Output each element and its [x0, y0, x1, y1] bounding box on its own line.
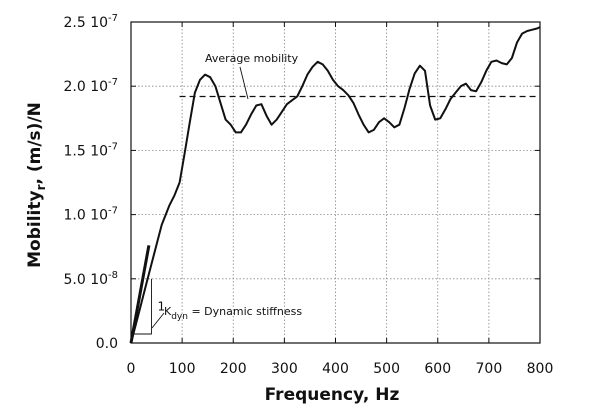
y-tick-label: 2.0 10-7 [63, 77, 118, 95]
y-tick-label: 2.5 10-7 [63, 13, 118, 31]
y-axis-title-main: Mobility [25, 190, 45, 267]
kdyn-label: Kdyn = Dynamic stiffness [164, 305, 302, 322]
y-tick-exponent: -7 [108, 77, 118, 88]
kdyn-main: K [164, 305, 172, 318]
x-tick-label: 800 [527, 361, 554, 377]
kdyn-rest: = Dynamic stiffness [188, 305, 302, 318]
y-tick-labels: 0.05.0 10-81.0 10-71.5 10-72.0 10-72.5 1… [63, 13, 118, 352]
y-tick-mantissa: 1.0 10 [63, 208, 108, 224]
kdyn-sub: dyn [171, 312, 188, 322]
axes [130, 21, 541, 344]
x-tick-label: 300 [271, 361, 298, 377]
y-axis-title: Mobilityr, (m/s)/N [25, 102, 48, 268]
slope-triangle [133, 278, 152, 335]
y-tick-mantissa: 5.0 10 [63, 272, 108, 288]
y-tick-exponent: -7 [108, 141, 118, 152]
x-axis-title: Frequency, Hz [265, 385, 400, 405]
x-tick-label: 600 [424, 361, 451, 377]
mobility-series-line [130, 26, 541, 344]
y-tick-label: 1.5 10-7 [63, 141, 118, 159]
annotation-group: 1 Average mobility Kdyn = Dynamic stiffnes… [133, 52, 302, 335]
slope-one-label: 1 [157, 299, 165, 313]
y-tick-mantissa: 2.0 10 [63, 79, 108, 95]
y-tick-label: 0.0 [96, 336, 118, 352]
x-tick-label: 100 [169, 361, 196, 377]
x-tick-label: 500 [373, 361, 400, 377]
x-tick-label: 200 [220, 361, 247, 377]
y-tick-mantissa: 1.5 10 [63, 143, 108, 159]
y-tick-mantissa: 2.5 10 [63, 15, 108, 31]
y-tick-mantissa: 0.0 [96, 336, 118, 352]
x-tick-label: 400 [322, 361, 349, 377]
plot-frame [130, 21, 541, 344]
y-tick-exponent: -7 [108, 206, 118, 217]
x-tick-label: 700 [476, 361, 503, 377]
average-mobility-label: Average mobility [205, 52, 299, 65]
series-group [129, 26, 541, 344]
kdyn-leader [151, 312, 165, 329]
y-tick-exponent: -7 [108, 13, 118, 24]
average-mobility-leader [239, 66, 249, 100]
y-axis-title-rest: , (m/s)/N [25, 102, 45, 184]
grid-lines [131, 22, 540, 343]
y-axis-title-sub: r [34, 184, 48, 190]
stiffness-slope-line [129, 245, 151, 344]
x-tick-label: 0 [127, 361, 136, 377]
y-tick-label: 1.0 10-7 [63, 206, 118, 224]
y-tick-label: 5.0 10-8 [63, 270, 118, 288]
x-tick-labels: 0 100 200 300 400 500 600 700 800 [127, 361, 554, 377]
y-tick-exponent: -8 [108, 270, 118, 281]
